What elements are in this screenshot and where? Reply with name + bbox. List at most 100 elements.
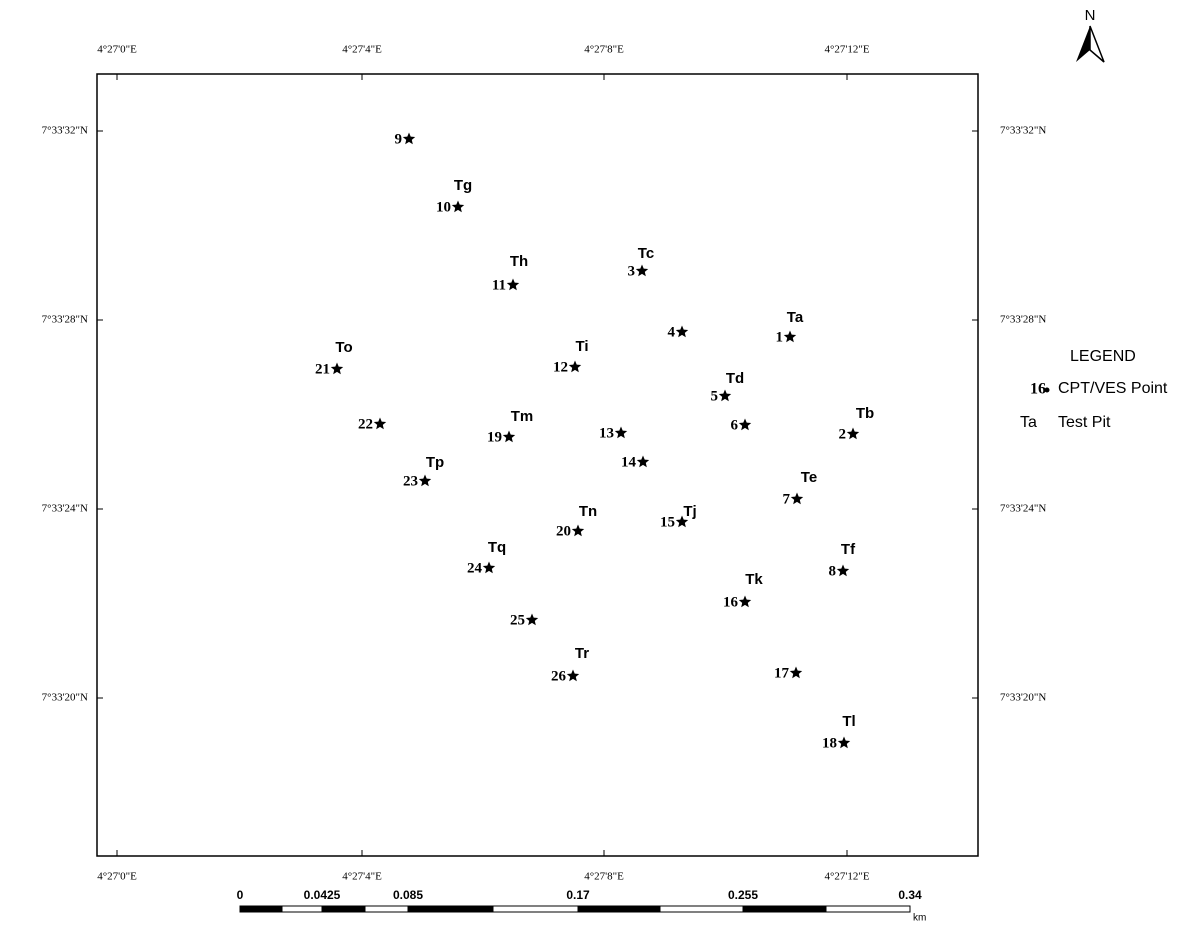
test-pit-label: Te xyxy=(801,469,817,486)
point-label: 1 xyxy=(776,329,784,345)
scale-label: 0.085 xyxy=(393,888,423,902)
point-label: 12 xyxy=(553,359,568,375)
survey-point xyxy=(718,389,732,402)
scale-segment xyxy=(281,905,323,913)
survey-point xyxy=(790,492,804,505)
longitude-label: 4°27'8"E xyxy=(584,44,624,56)
test-pit-label: Tm xyxy=(511,408,534,425)
survey-point xyxy=(738,418,752,431)
point-label: 9 xyxy=(395,131,403,147)
survey-point xyxy=(525,613,539,626)
survey-point xyxy=(836,564,850,577)
point-label: 15 xyxy=(660,514,675,530)
test-pit-label: Tb xyxy=(856,405,874,422)
survey-point xyxy=(482,561,496,574)
map-frame xyxy=(96,73,979,857)
north-arrow: N xyxy=(1076,7,1105,63)
survey-point xyxy=(566,669,580,682)
point-label: 25 xyxy=(510,612,525,628)
point-label: 23 xyxy=(403,473,418,489)
scale-label: 0 xyxy=(237,888,244,902)
point-label: 10 xyxy=(436,199,451,215)
latitude-label: 7°33'20"N xyxy=(1000,692,1046,704)
longitude-label: 4°27'4"E xyxy=(342,871,382,883)
longitude-label: 4°27'12"E xyxy=(824,871,869,883)
survey-point xyxy=(418,474,432,487)
point-label: 3 xyxy=(628,263,636,279)
test-pit-label: To xyxy=(335,339,352,356)
test-pit-label: Tq xyxy=(488,539,506,556)
point-label: 17 xyxy=(774,665,790,681)
scale-unit: km xyxy=(913,913,926,924)
point-label: 14 xyxy=(621,454,637,470)
legend-label: CPT/VES Point xyxy=(1058,380,1168,397)
test-pit-label: Th xyxy=(510,253,528,270)
test-pit-label: Tc xyxy=(638,245,654,262)
point-label: 8 xyxy=(829,563,837,579)
survey-point xyxy=(502,430,516,443)
survey-point xyxy=(330,362,344,375)
scale-segment xyxy=(321,905,366,913)
legend-symbol: 16 xyxy=(1030,381,1046,398)
test-pit-label: Tp xyxy=(426,454,444,471)
test-pit-label: Tr xyxy=(575,645,589,662)
longitude-label: 4°27'8"E xyxy=(584,871,624,883)
survey-point xyxy=(373,417,387,430)
survey-point xyxy=(675,515,689,528)
scale-segment xyxy=(659,905,744,913)
point-label: 22 xyxy=(358,416,373,432)
survey-point xyxy=(846,427,860,440)
legend-label: Test Pit xyxy=(1058,414,1111,431)
scale-label: 0.17 xyxy=(566,888,590,902)
latitude-label: 7°33'24"N xyxy=(1000,503,1046,515)
point-label: 21 xyxy=(315,361,330,377)
scale-segment xyxy=(407,905,494,913)
point-label: 4 xyxy=(668,324,676,340)
test-pit-label: Tj xyxy=(683,503,696,520)
scale-segment xyxy=(577,905,661,913)
point-label: 18 xyxy=(822,735,837,751)
survey-point xyxy=(402,132,416,145)
point-label: 16 xyxy=(723,594,739,610)
latitude-label: 7°33'32"N xyxy=(1000,125,1046,137)
survey-point xyxy=(636,455,650,468)
test-pit-label: Tn xyxy=(579,503,597,520)
survey-point xyxy=(789,666,803,679)
survey-point xyxy=(568,360,582,373)
test-pit-label: Tf xyxy=(841,541,856,558)
longitude-label: 4°27'0"E xyxy=(97,871,137,883)
point-label: 6 xyxy=(731,417,739,433)
legend-title: LEGEND xyxy=(1070,348,1136,365)
point-label: 13 xyxy=(599,425,614,441)
latitude-label: 7°33'20"N xyxy=(42,692,88,704)
point-label: 24 xyxy=(467,560,483,576)
test-pit-label: Tl xyxy=(842,713,855,730)
test-pit-label: Ti xyxy=(575,338,588,355)
latitude-label: 7°33'28"N xyxy=(1000,314,1046,326)
scale-label: 0.0425 xyxy=(304,888,341,902)
test-pit-label: Td xyxy=(726,370,744,387)
latitude-label: 7°33'24"N xyxy=(42,503,88,515)
survey-point xyxy=(506,278,520,291)
point-label: 19 xyxy=(487,429,502,445)
scale-segment xyxy=(239,905,283,913)
survey-point xyxy=(571,524,585,537)
survey-point xyxy=(675,325,689,338)
point-label: 26 xyxy=(551,668,567,684)
scale-segment xyxy=(742,905,827,913)
scale-segment xyxy=(364,905,409,913)
scale-segment xyxy=(825,905,911,913)
north-label: N xyxy=(1085,7,1096,24)
survey-point xyxy=(783,330,797,343)
legend-dot xyxy=(1044,387,1050,393)
point-label: 5 xyxy=(711,388,719,404)
scale-segment xyxy=(492,905,579,913)
test-pit-label: Tg xyxy=(454,177,472,194)
scale-label: 0.255 xyxy=(728,888,758,902)
scale-label: 0.34 xyxy=(898,888,922,902)
point-label: 11 xyxy=(492,277,506,293)
survey-point xyxy=(635,264,649,277)
legend-symbol: Ta xyxy=(1020,414,1037,431)
survey-point xyxy=(738,595,752,608)
